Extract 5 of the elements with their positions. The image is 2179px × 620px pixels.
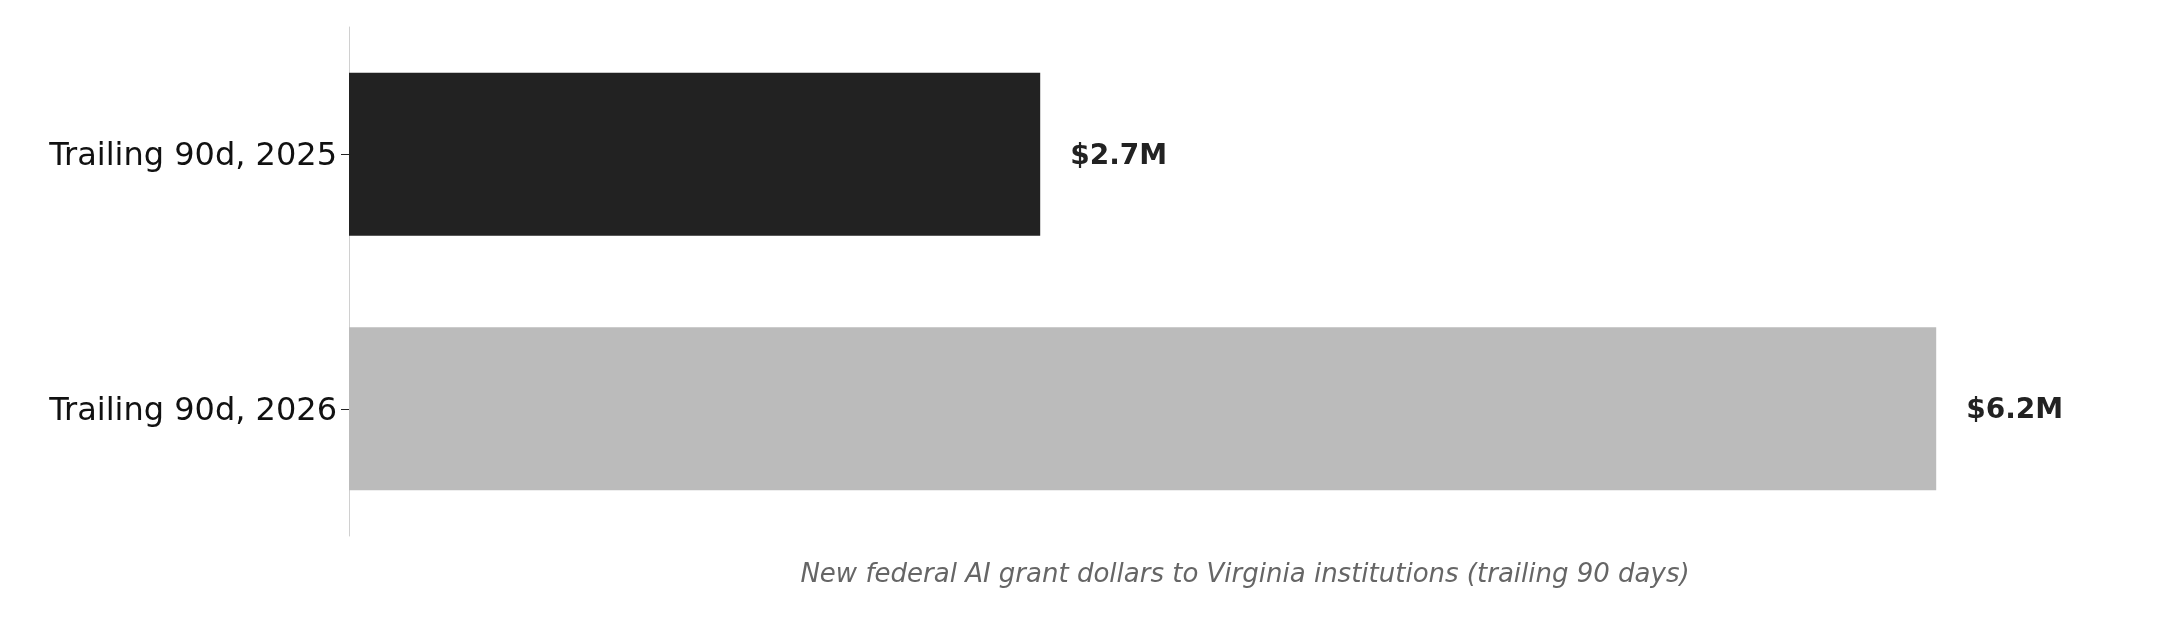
x-axis-title: New federal AI grant dollars to Virginia institutions (trailing 90 days) (800, 558, 1690, 588)
data-label: $2.7M (1070, 137, 1168, 171)
data-label: $6.2M (1966, 392, 2064, 426)
y-tick-label: Trailing 90d, 2025 (48, 135, 337, 174)
y-tick-label: Trailing 90d, 2026 (48, 389, 337, 428)
